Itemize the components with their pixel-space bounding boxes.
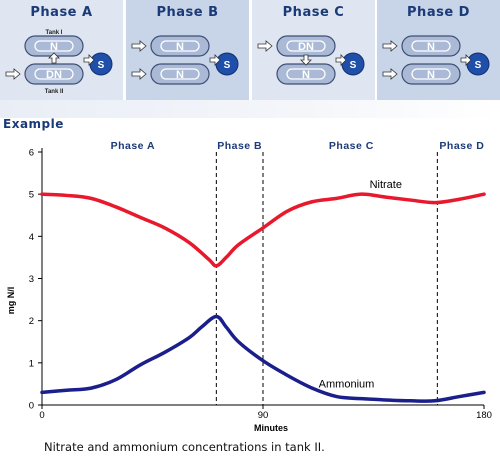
inflow-arrow-icon [5, 68, 21, 80]
tank-2-loop [411, 68, 451, 80]
ammonium-line [40, 314, 486, 403]
tank-1-loop [160, 40, 200, 52]
tank-1-loop [411, 40, 451, 52]
phase-a-panel: Phase A N DN S Tank I Tank II [0, 0, 123, 100]
transfer-arrow-icon [335, 54, 347, 66]
phase-b-panel: Phase B N N S [126, 0, 249, 100]
tank-1-mode-label: DN [298, 41, 314, 53]
x-tick-label: 180 [476, 410, 492, 421]
inflow-arrow-icon [131, 68, 147, 80]
phase-d-panel: Phase D N N S [377, 0, 500, 100]
phase-b-title: Phase B [156, 5, 219, 20]
phase-label: Phase D [439, 140, 484, 152]
phase-diagram: N N S [131, 35, 239, 85]
tank-2-mode-label: DN [46, 69, 62, 81]
inflow-arrow-icon [382, 40, 398, 52]
settler-label: S [224, 60, 231, 71]
example-heading: Example [3, 117, 64, 131]
phase-diagram: N DN S Tank I Tank II [5, 30, 113, 95]
tank-2-loop [160, 68, 200, 80]
tank-1-mode-label: N [427, 41, 435, 53]
transfer-arrow-icon [209, 54, 221, 66]
concentration-chart: 0 1 2 3 4 5 6 0 90 180 Minutes mg N/l Phase A Phase B… [6, 140, 492, 433]
phase-a-title: Phase A [30, 5, 93, 20]
tank-1-mode-label: N [50, 41, 58, 53]
ammonium-series-label: Ammonium [319, 378, 375, 390]
y-tick-label: 2 [29, 316, 34, 327]
y-tick-label: 6 [29, 148, 34, 159]
transfer-arrow-icon [83, 54, 95, 66]
tank-1-loop [34, 40, 74, 52]
phase-label: Phase C [329, 140, 374, 152]
tank-1-loop [286, 40, 326, 52]
transfer-down-arrow-icon [300, 54, 312, 66]
phase-label: Phase B [217, 140, 262, 152]
nitrate-line [40, 192, 486, 268]
tank-1-mode-label: N [176, 41, 184, 53]
tank-2-mode-label: N [176, 69, 184, 81]
tank-2-mode-label: N [302, 69, 310, 81]
phase-d-title: Phase D [407, 5, 470, 20]
chart-caption: Nitrate and ammonium concentrations in t… [44, 440, 325, 454]
nitrate-series-label: Nitrate [370, 179, 402, 191]
phase-label: Phase A [111, 140, 156, 152]
inflow-arrow-icon [382, 68, 398, 80]
x-tick-label: 0 [39, 410, 44, 421]
x-axis-label: Minutes [254, 423, 288, 433]
settler-label: S [98, 60, 105, 71]
phase-c-title: Phase C [282, 5, 345, 20]
y-tick-label: 4 [29, 232, 34, 243]
inflow-arrow-icon [257, 40, 273, 52]
phase-diagram: N N S [382, 35, 490, 85]
y-axis-label: mg N/l [6, 287, 16, 315]
phase-c-panel: Phase C DN N S [252, 0, 375, 100]
settler-label: S [350, 60, 357, 71]
tank-2-caption: Tank II [45, 89, 64, 95]
tank-2-mode-label: N [427, 69, 435, 81]
phase-diagram: DN N S [257, 35, 365, 85]
section-divider-stripe [0, 100, 500, 118]
tank-2-loop [34, 68, 74, 80]
tank-2-loop [286, 68, 326, 80]
y-tick-label: 5 [29, 190, 34, 201]
y-tick-label: 3 [29, 274, 34, 285]
transfer-arrow-icon [460, 54, 472, 66]
transfer-up-arrow-icon [48, 52, 60, 64]
phase-banner: Phase A N DN S Tank I Tank II Phase B N N S Ph… [0, 0, 500, 100]
x-tick-label: 90 [258, 410, 269, 421]
settler-label: S [475, 60, 482, 71]
tank-1-caption: Tank I [46, 30, 63, 36]
inflow-arrow-icon [131, 40, 147, 52]
y-tick-label: 1 [29, 358, 34, 369]
y-tick-label: 0 [29, 401, 34, 412]
